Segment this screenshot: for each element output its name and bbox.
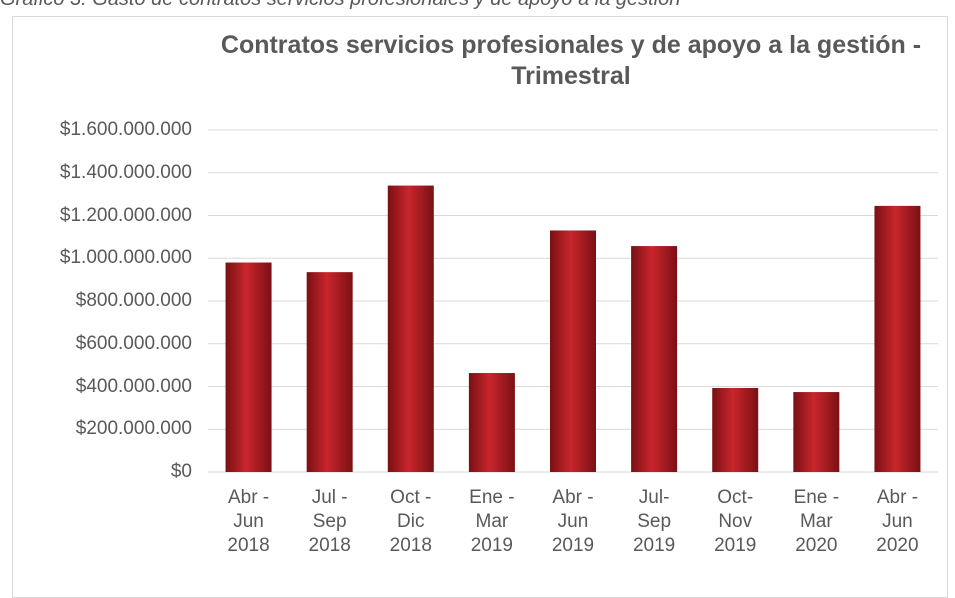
caption: Gráfico 3. Gasto de contratos servicios … — [0, 0, 955, 11]
bar — [874, 205, 921, 472]
x-tick-label: Abr - Jun 2020 — [876, 487, 919, 556]
y-tick-label: $1.400.000.000 — [59, 161, 192, 183]
y-tick-label: $800.000.000 — [75, 290, 192, 311]
x-tick-label: Abr - Jun 2018 — [227, 487, 270, 556]
bar — [468, 373, 515, 472]
bar — [306, 272, 353, 472]
y-tick-label: $1.000.000.000 — [59, 247, 192, 269]
bar — [712, 387, 759, 472]
chart — [208, 129, 938, 473]
x-tick-label: Jul- Sep 2019 — [632, 487, 676, 556]
y-tick-label: $600.000.000 — [75, 332, 192, 354]
bar — [387, 185, 434, 472]
x-tick-label: Oct - Dic 2018 — [389, 487, 432, 556]
x-tick-label: Jul - Sep 2018 — [308, 487, 351, 556]
x-tick-label: Oct- Nov 2019 — [714, 487, 757, 556]
bar — [631, 246, 678, 472]
bar — [793, 392, 840, 472]
bar — [550, 230, 596, 472]
x-tick-label: Ene - Mar 2019 — [469, 487, 515, 556]
y-tick-label: $0 — [170, 461, 192, 482]
chart-title: Contratos servicios profesionales y de a… — [220, 31, 922, 90]
y-tick-label: $200.000.000 — [75, 418, 192, 440]
y-tick-label: $1.200.000.000 — [59, 204, 192, 226]
bar — [225, 262, 272, 472]
y-tick-label: $400.000.000 — [75, 375, 192, 397]
x-tick-label: Ene - Mar 2020 — [793, 487, 840, 556]
y-tick-label: $1.600.000.000 — [59, 119, 192, 140]
x-tick-label: Abr - Jun 2019 — [551, 487, 595, 556]
